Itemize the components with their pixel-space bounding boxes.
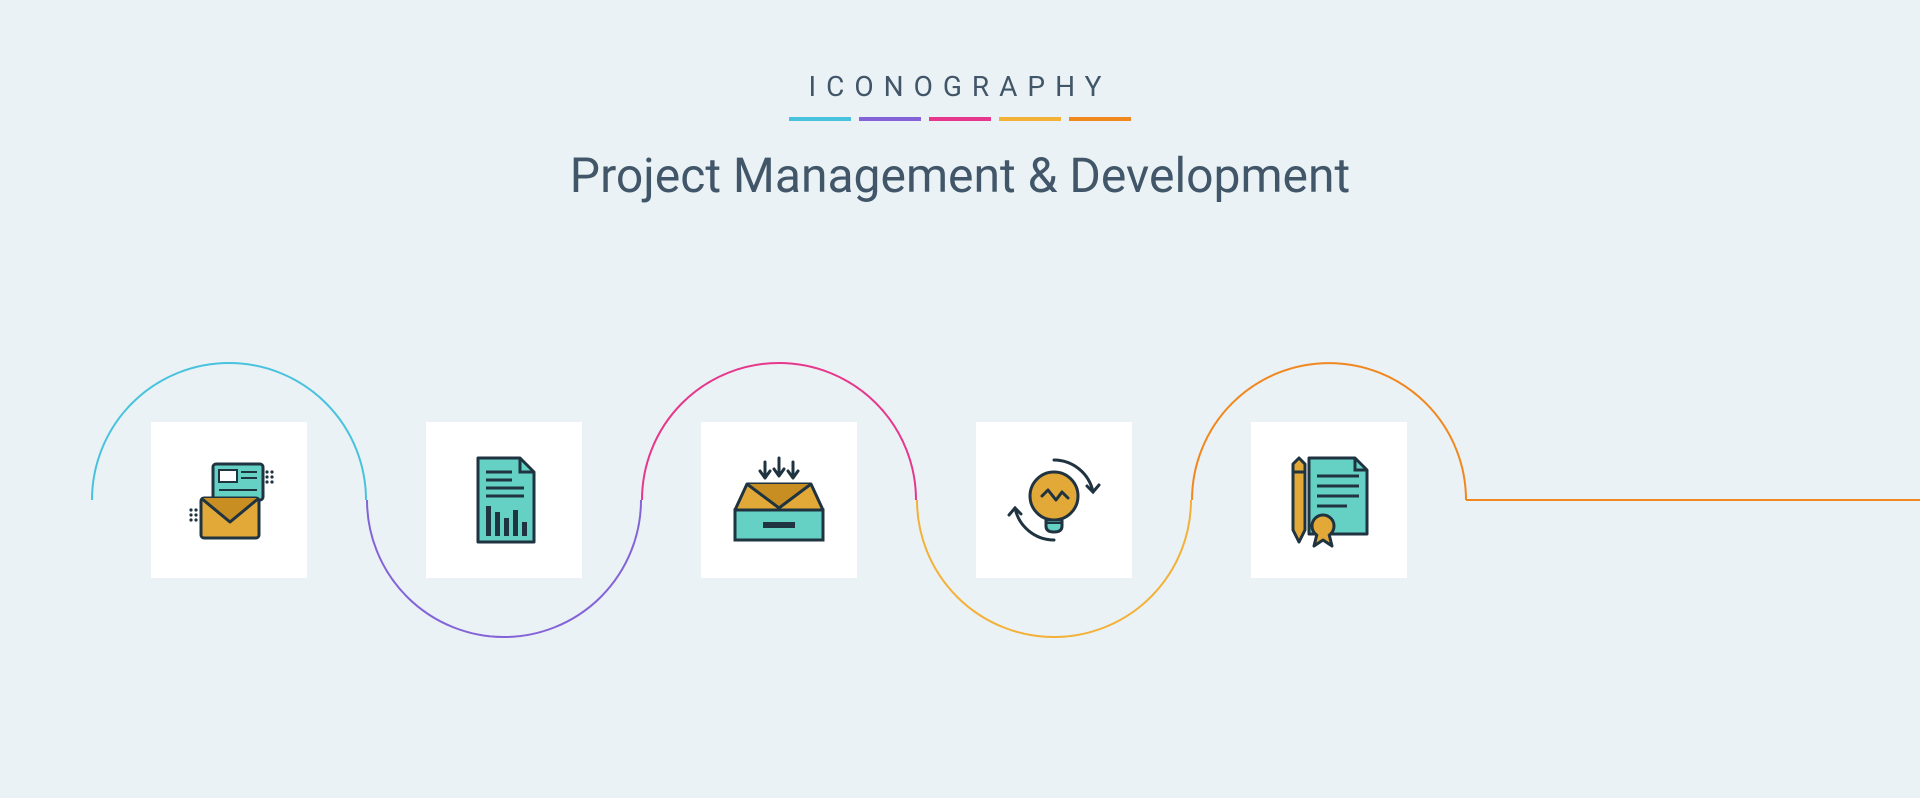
inbox-download-icon [729, 450, 829, 550]
brand-stripes [0, 117, 1920, 121]
mail-card-icon [179, 450, 279, 550]
brand-title: ICONOGRAPHY [0, 70, 1920, 103]
report-document-icon [454, 450, 554, 550]
brand-stripe [859, 117, 921, 121]
brand-stripe [789, 117, 851, 121]
icon-card [426, 422, 582, 578]
brand-stripe [929, 117, 991, 121]
brand-stripe [999, 117, 1061, 121]
contract-certificate-icon [1279, 450, 1379, 550]
icon-card [701, 422, 857, 578]
idea-bulb-refresh-icon [1004, 450, 1104, 550]
page-subtitle: Project Management & Development [0, 147, 1920, 204]
icon-card [976, 422, 1132, 578]
icon-card [151, 422, 307, 578]
icon-stage [0, 280, 1920, 720]
icon-card [1251, 422, 1407, 578]
brand-stripe [1069, 117, 1131, 121]
header: ICONOGRAPHY Project Management & Develop… [0, 70, 1920, 204]
